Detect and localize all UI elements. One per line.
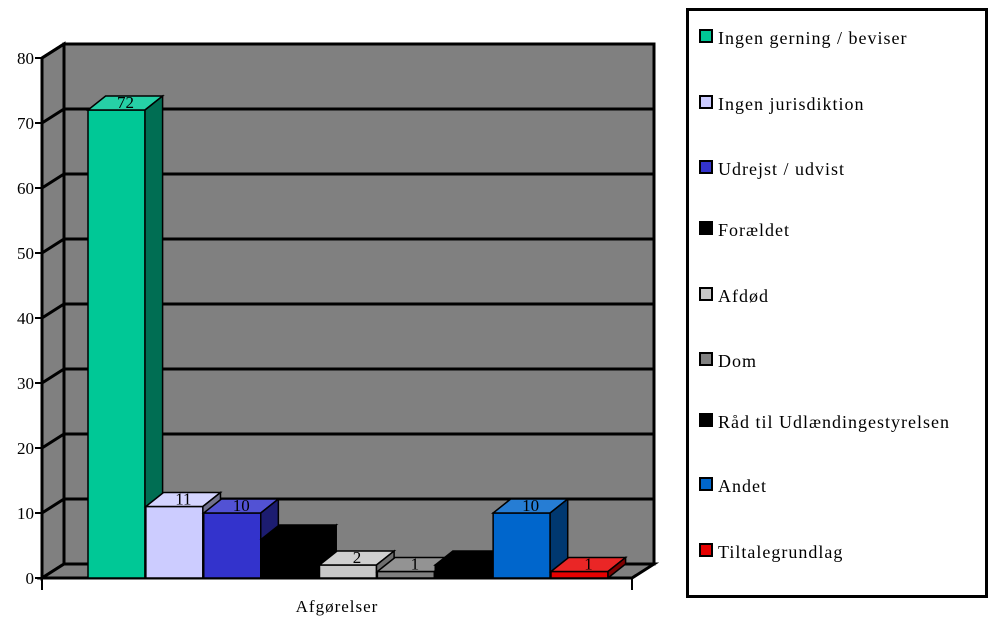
bar-data-label: 6 bbox=[295, 522, 304, 541]
legend-item: Afdød bbox=[699, 283, 978, 309]
bar-front bbox=[318, 564, 378, 579]
bar-side bbox=[607, 555, 627, 580]
y-tick-label: 0 bbox=[26, 569, 35, 588]
bar-front bbox=[434, 564, 493, 579]
legend-label: Udrejst / udvist bbox=[718, 159, 845, 179]
y-tick-label: 40 bbox=[17, 309, 34, 328]
bar-data-label: 2 bbox=[469, 548, 478, 567]
legend-swatch bbox=[699, 160, 713, 174]
legend-swatch bbox=[699, 221, 713, 235]
x-axis-title: Afgørelser bbox=[296, 597, 379, 616]
legend-label: Afdød bbox=[718, 286, 769, 306]
legend-item: Forældet bbox=[699, 217, 978, 243]
legend-swatch bbox=[699, 95, 713, 109]
bar-front bbox=[203, 512, 262, 579]
gridline bbox=[41, 172, 654, 190]
legend-swatch bbox=[699, 352, 713, 366]
legend-item: Råd til Udlændingestyrelsen bbox=[699, 409, 978, 435]
legend-swatch bbox=[699, 477, 713, 491]
legend-swatch bbox=[699, 287, 713, 301]
bar-data-label: 11 bbox=[175, 490, 191, 509]
legend-swatch bbox=[699, 413, 713, 427]
bar-front bbox=[87, 109, 146, 579]
y-tick-label: 60 bbox=[17, 179, 34, 198]
bar-front bbox=[260, 538, 320, 579]
bar-andet: 10 bbox=[490, 496, 570, 580]
legend-item: Ingen gerning / beviser bbox=[699, 25, 978, 51]
legend-label: Ingen gerning / beviser bbox=[718, 28, 908, 48]
legend-swatch bbox=[699, 543, 713, 557]
legend-item: Udrejst / udvist bbox=[699, 156, 978, 182]
bar-data-label: 1 bbox=[411, 555, 420, 574]
bar-front bbox=[492, 512, 551, 579]
bar-tiltalegrundlag: 1 bbox=[548, 555, 628, 580]
legend-item: Dom bbox=[699, 348, 978, 374]
bar-front bbox=[376, 570, 436, 579]
bar-front bbox=[550, 570, 609, 579]
legend-label: Ingen jurisdiktion bbox=[718, 94, 865, 114]
bar-ingen-gerning-beviser: 72 bbox=[85, 93, 165, 580]
legend-item: Tiltalegrundlag bbox=[699, 539, 978, 565]
gridline bbox=[41, 497, 654, 515]
y-tick-label: 30 bbox=[17, 374, 34, 393]
legend-label: Andet bbox=[718, 476, 767, 496]
bar-data-label: 10 bbox=[522, 496, 539, 515]
y-tick-label: 50 bbox=[17, 244, 34, 263]
bar-data-label: 2 bbox=[353, 548, 362, 567]
legend-label: Dom bbox=[718, 351, 757, 371]
y-tick-label: 70 bbox=[17, 114, 34, 133]
y-tick-label: 10 bbox=[17, 504, 34, 523]
gridline bbox=[41, 42, 654, 60]
legend-label: Forældet bbox=[718, 220, 791, 240]
bar-front bbox=[145, 505, 204, 579]
legend-item: Ingen jurisdiktion bbox=[699, 91, 978, 117]
bar-udrejst-udvist: 10 bbox=[201, 496, 281, 580]
gridline bbox=[41, 432, 654, 450]
bar-data-label: 1 bbox=[584, 555, 593, 574]
legend-swatch bbox=[699, 29, 713, 43]
gridline bbox=[41, 302, 654, 320]
bar-data-label: 72 bbox=[117, 93, 134, 112]
legend-label: Råd til Udlændingestyrelsen bbox=[718, 412, 950, 432]
legend-label: Tiltalegrundlag bbox=[718, 542, 844, 562]
bar-data-label: 10 bbox=[233, 496, 250, 515]
gridline bbox=[41, 367, 654, 385]
y-tick-label: 20 bbox=[17, 439, 34, 458]
y-tick-label: 80 bbox=[17, 49, 34, 68]
gridline bbox=[41, 237, 654, 255]
legend-item: Andet bbox=[699, 473, 978, 499]
chart-legend: Ingen gerning / beviser Ingen jurisdiktio… bbox=[686, 8, 988, 598]
gridline bbox=[41, 107, 654, 125]
